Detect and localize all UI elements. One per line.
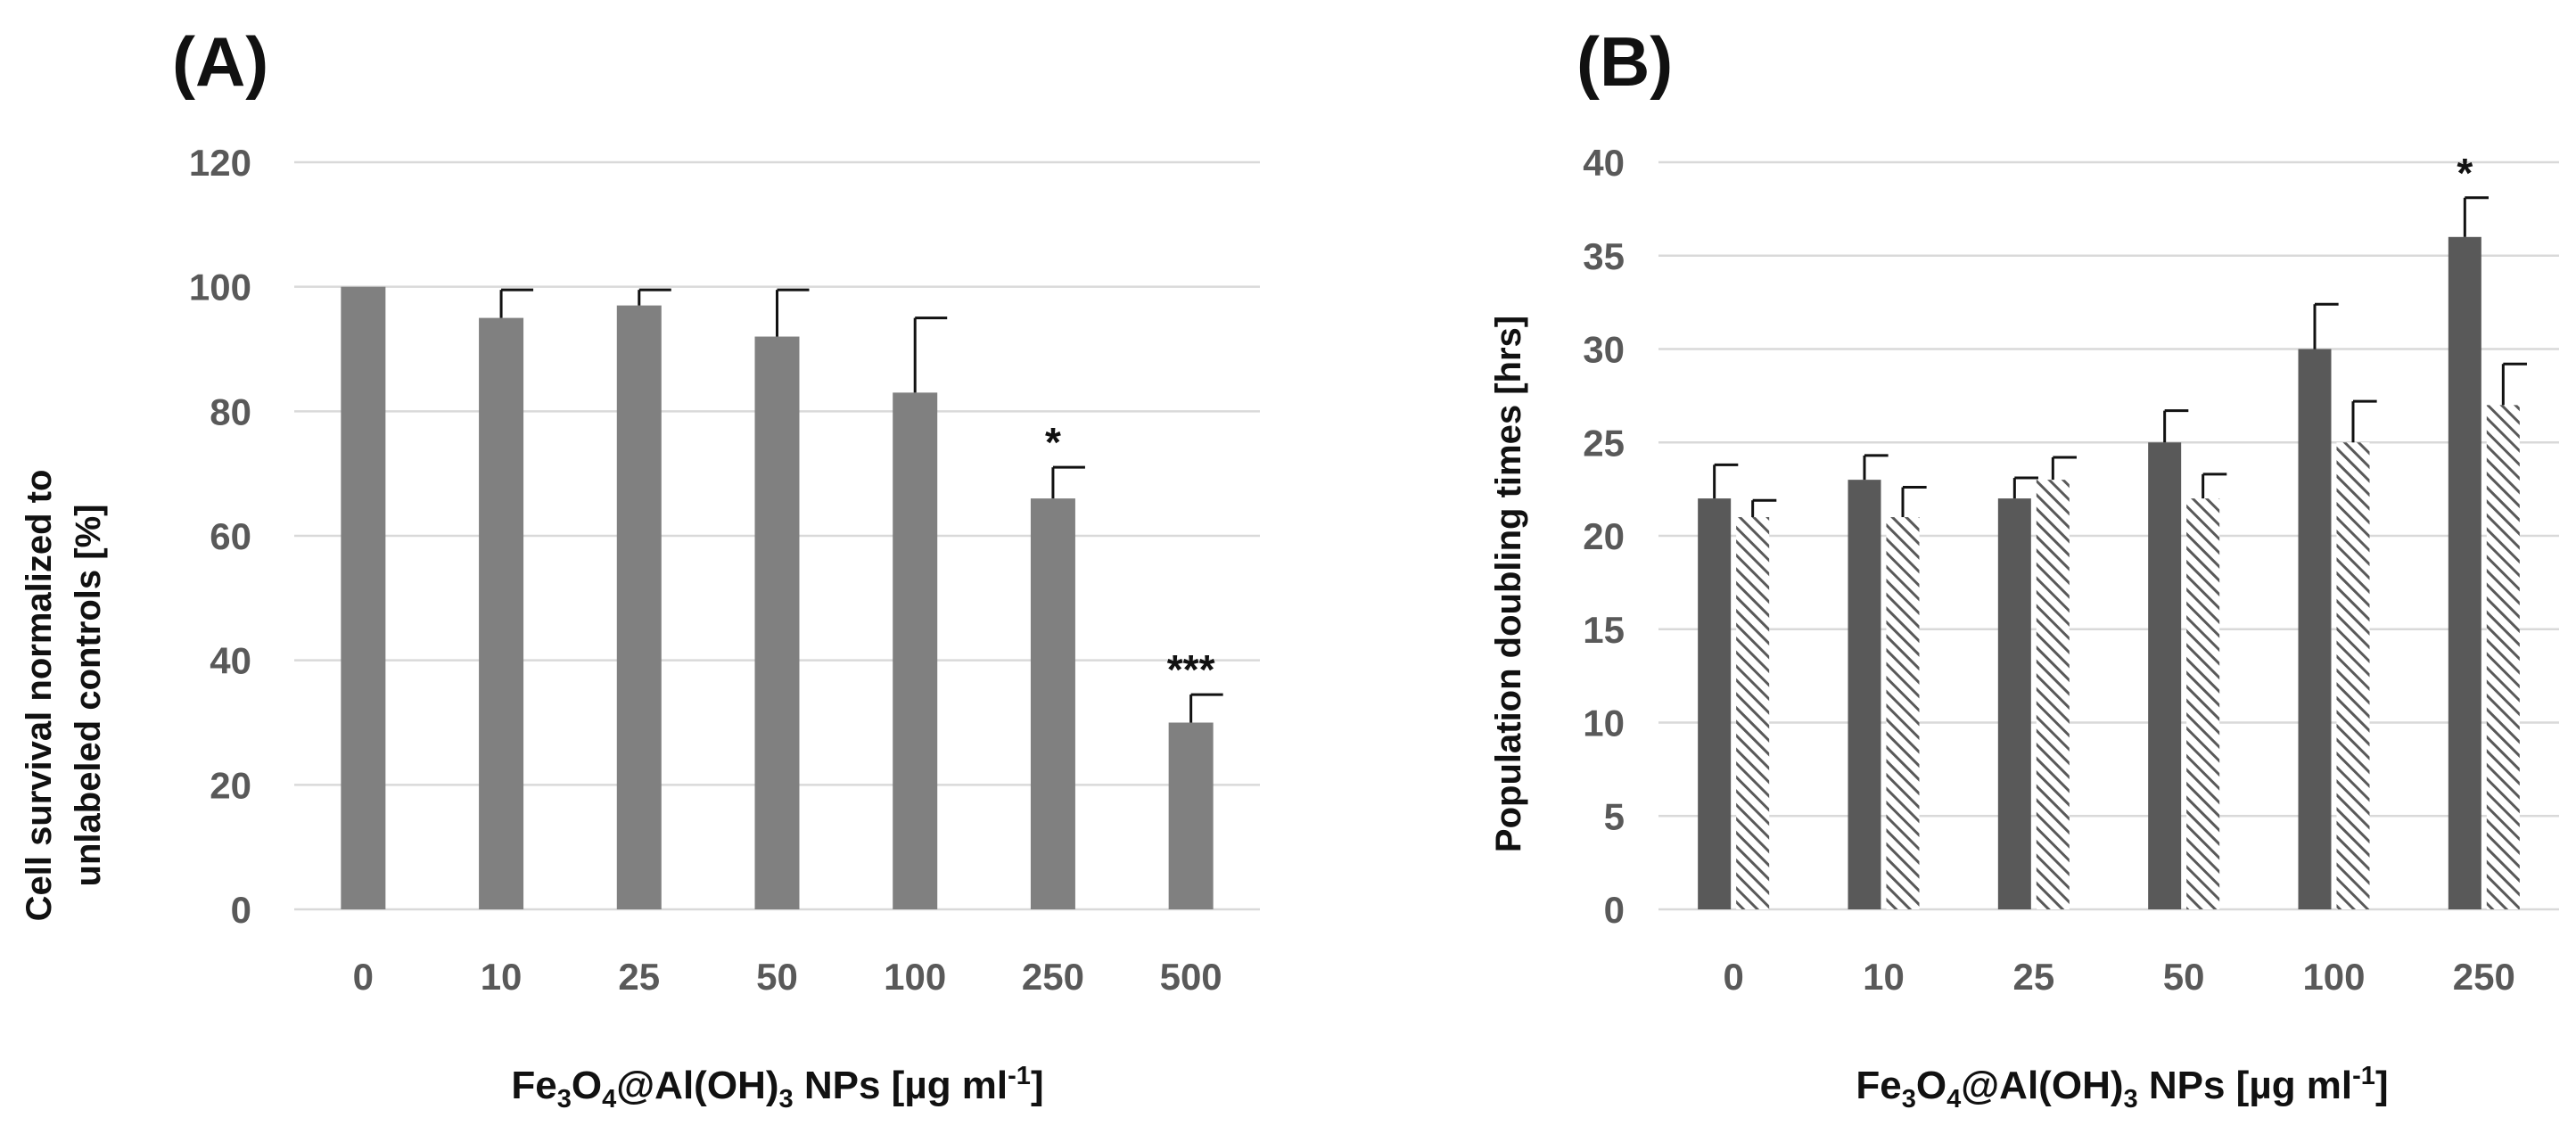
- y-tick-label: 80: [210, 390, 251, 432]
- panel-a-label: (A): [172, 22, 268, 101]
- panel-a-y-label-line-1: Cell survival normalized to: [20, 470, 59, 922]
- bar: [1886, 517, 1920, 909]
- panel-b-y-label: Population doubling times [hrs]: [1489, 316, 1528, 852]
- x-label-sup: -1: [2352, 1062, 2375, 1090]
- y-tick-label: 0: [231, 889, 251, 931]
- x-label-sub: 3: [779, 1085, 794, 1114]
- panel-a-y-label-line-2: unlabeled controls [%]: [69, 505, 108, 887]
- panel-a-x-ticks: 0 10 25 50 100 250 500: [353, 956, 1222, 998]
- x-tick-label: 250: [2453, 956, 2515, 998]
- bar: [1848, 480, 1881, 909]
- bar: [1997, 498, 2031, 909]
- significance-marker: *: [2457, 150, 2473, 196]
- panel-b-bars: *: [1698, 150, 2527, 910]
- x-tick-label: 100: [884, 956, 946, 998]
- y-tick-label: 25: [1583, 422, 1625, 464]
- x-tick-label: 50: [756, 956, 798, 998]
- bar: [616, 305, 662, 909]
- y-tick-label: 40: [210, 640, 251, 682]
- x-label-sub: 3: [2124, 1085, 2138, 1114]
- panel-b-gridlines: [1658, 160, 2559, 911]
- bar: [2298, 349, 2332, 909]
- bar: [893, 392, 938, 910]
- x-label-part: NPs [µg ml: [794, 1064, 1008, 1107]
- bar: [341, 286, 386, 910]
- y-tick-label: 100: [189, 267, 251, 308]
- x-label-part: O: [1916, 1064, 1946, 1107]
- x-tick-label: 10: [481, 956, 523, 998]
- y-tick-label: 40: [1583, 142, 1625, 184]
- x-label-sup: -1: [1008, 1062, 1031, 1090]
- y-tick-label: 120: [189, 142, 251, 184]
- x-tick-label: 50: [2163, 956, 2205, 998]
- x-label-part: @Al(OH): [1961, 1064, 2123, 1107]
- x-label-sub: 4: [602, 1085, 616, 1114]
- significance-marker: *: [1045, 419, 1061, 465]
- bar: [754, 336, 800, 909]
- x-tick-label: 25: [2012, 956, 2054, 998]
- x-tick-label: 10: [1863, 956, 1905, 998]
- x-label-suffix: ]: [1031, 1064, 1044, 1107]
- bar: [479, 317, 524, 909]
- x-tick-label: 0: [353, 956, 374, 998]
- panel-a-y-ticks: 0 20 40 60 80 100 120: [189, 142, 251, 931]
- y-tick-label: 15: [1583, 609, 1625, 651]
- bar: [2486, 405, 2520, 910]
- panel-b: (B) 0 5 10 15 20 25 30 35 40 * 0 10 25 50 100 250 Pop…: [1489, 22, 2559, 1114]
- bar: [2186, 498, 2220, 909]
- panel-a-x-label: Fe3O4@Al(OH)3 NPs [µg ml-1]: [511, 1062, 1043, 1114]
- x-label-suffix: ]: [2375, 1064, 2389, 1107]
- x-tick-label: 0: [1723, 956, 1743, 998]
- x-label-sub: 3: [1902, 1085, 1916, 1114]
- x-label-sub: 3: [557, 1085, 572, 1114]
- bar: [1736, 517, 1770, 909]
- y-tick-label: 10: [1583, 703, 1625, 744]
- x-label-prefix: Fe: [511, 1064, 556, 1107]
- bar: [2148, 442, 2182, 909]
- bar: [1168, 722, 1214, 909]
- x-label-sub: 4: [1946, 1085, 1961, 1114]
- x-tick-label: 100: [2302, 956, 2365, 998]
- x-label-part: O: [572, 1064, 602, 1107]
- y-tick-label: 30: [1583, 329, 1625, 371]
- panel-a-bars: ****: [341, 286, 1223, 910]
- x-label-part: @Al(OH): [616, 1064, 778, 1107]
- bar: [2036, 480, 2070, 909]
- y-tick-label: 20: [210, 764, 251, 806]
- x-tick-label: 500: [1160, 956, 1222, 998]
- x-tick-label: 25: [618, 956, 660, 998]
- y-tick-label: 5: [1604, 795, 1625, 837]
- x-tick-label: 250: [1022, 956, 1084, 998]
- panel-b-x-label: Fe3O4@Al(OH)3 NPs [µg ml-1]: [1856, 1062, 2388, 1114]
- bar: [1030, 498, 1075, 909]
- bar: [1698, 498, 1732, 909]
- x-label-part: NPs [µg ml: [2138, 1064, 2353, 1107]
- x-label-prefix: Fe: [1856, 1064, 1901, 1107]
- y-tick-label: 0: [1604, 889, 1625, 931]
- bar: [2448, 236, 2481, 909]
- panel-b-label: (B): [1576, 22, 1673, 101]
- panel-b-y-ticks: 0 5 10 15 20 25 30 35 40: [1583, 142, 1625, 931]
- panel-b-x-ticks: 0 10 25 50 100 250: [1723, 956, 2514, 998]
- y-tick-label: 60: [210, 515, 251, 557]
- y-tick-label: 35: [1583, 235, 1625, 277]
- y-tick-label: 20: [1583, 515, 1625, 557]
- bar: [2336, 442, 2370, 909]
- significance-marker: ***: [1167, 646, 1215, 693]
